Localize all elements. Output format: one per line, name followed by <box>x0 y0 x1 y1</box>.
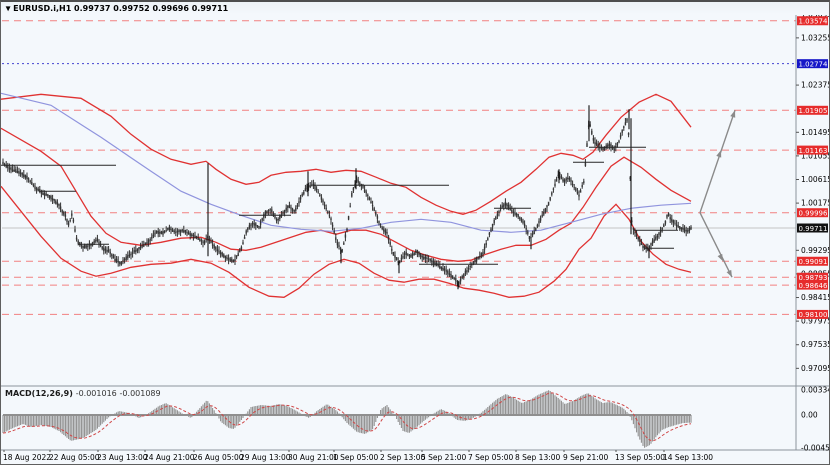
price-axis-label: 1.02375 <box>801 81 829 90</box>
time-axis-label: 30 Aug 21:00 <box>288 453 339 462</box>
price-axis-label: 0.98415 <box>801 293 829 302</box>
swing-level-lines <box>1 146 678 265</box>
price-axis-label: 1.00615 <box>801 175 829 184</box>
price-axis-label: 0.99295 <box>801 246 829 255</box>
macd-scale-label: 0.00 <box>801 411 818 420</box>
level-price-tag <box>797 256 828 266</box>
time-axis-label: 24 Aug 21:00 <box>144 453 195 462</box>
projection-line-down <box>699 212 733 278</box>
blue-level-price-tag-text: 1.02774 <box>799 60 828 68</box>
time-axis-label: 29 Aug 13:00 <box>240 453 291 462</box>
level-price-tag-text: 1.01905 <box>799 107 828 115</box>
price-axis-label: 0.97095 <box>801 364 829 373</box>
time-axis-label: 18 Aug 2022 <box>3 453 51 462</box>
macd-scale-label: 0.003343 <box>801 386 829 395</box>
level-price-tag-text: 0.98100 <box>799 311 828 319</box>
time-axis-label: 2 Sep 13:00 <box>380 453 426 462</box>
projection-arrowhead-up <box>730 110 736 118</box>
projection-arrowhead-down <box>726 269 732 278</box>
level-price-tag-text: 0.99091 <box>799 258 828 266</box>
chart-title-text: EURUSD.i,H1 0.99737 0.99752 0.99696 0.99… <box>13 4 229 13</box>
slow-ma-line <box>1 92 692 233</box>
bollinger-upper-band <box>1 93 692 215</box>
projection-arrowhead-down-mid <box>717 253 723 262</box>
projection-arrowhead-up-mid <box>716 150 722 158</box>
blue-level-price-tag <box>797 59 828 69</box>
level-price-tag-text: 1.01163 <box>799 147 828 155</box>
level-price-tag <box>797 16 828 26</box>
time-axis-label: 8 Sep 13:00 <box>515 453 561 462</box>
price-axis-label: 0.97975 <box>801 317 829 326</box>
level-price-tag-text: 1.03574 <box>799 18 828 26</box>
candle-bodies <box>2 118 692 284</box>
macd-scale-label: -0.004595 <box>801 444 829 453</box>
projection-line-up <box>699 110 736 213</box>
price-axis-label: 1.03255 <box>801 33 829 42</box>
time-axis-label: 5 Sep 21:00 <box>421 453 467 462</box>
level-price-tag-text: 0.98793 <box>799 274 828 282</box>
level-price-tag <box>797 145 828 155</box>
price-axis-label: 0.97535 <box>801 340 829 349</box>
level-price-tag <box>797 280 828 290</box>
level-price-tag-text: 0.99996 <box>799 210 828 218</box>
price-axis-label: 1.01495 <box>801 128 829 137</box>
time-axis-label: 14 Sep 13:00 <box>663 453 713 462</box>
symbol-marker-icon: ▼ <box>5 4 11 13</box>
level-price-tag <box>797 208 828 218</box>
time-axis-label: 9 Sep 21:00 <box>563 453 609 462</box>
time-axis-label: 22 Aug 05:00 <box>49 453 100 462</box>
level-price-tag <box>797 105 828 115</box>
macd-signal-line <box>2 392 692 442</box>
macd-histogram <box>2 390 692 448</box>
time-axis-label: 1 Sep 05:00 <box>333 453 379 462</box>
current-price-tag <box>797 223 828 233</box>
level-price-tag <box>797 272 828 282</box>
chart-title-bar: ▼ EURUSD.i,H1 0.99737 0.99752 0.99696 0.9… <box>1 2 829 15</box>
time-axis-label: 23 Aug 13:00 <box>97 453 148 462</box>
current-price-tag-text: 0.99711 <box>799 225 828 233</box>
time-axis-label: 26 Aug 05:00 <box>193 453 244 462</box>
time-axis-label: 7 Sep 05:00 <box>468 453 514 462</box>
price-axis-label: 1.01055 <box>801 151 829 160</box>
time-axis-label: 13 Sep 05:00 <box>615 453 665 462</box>
bollinger-lower-band <box>1 185 692 298</box>
price-axis-label: 1.00175 <box>801 199 829 208</box>
key-spike-wicks <box>207 105 650 290</box>
chart-title: ▼ EURUSD.i,H1 0.99737 0.99752 0.99696 0.9… <box>5 4 229 13</box>
level-price-tag-text: 0.98646 <box>799 282 828 290</box>
level-price-tag <box>797 309 828 319</box>
